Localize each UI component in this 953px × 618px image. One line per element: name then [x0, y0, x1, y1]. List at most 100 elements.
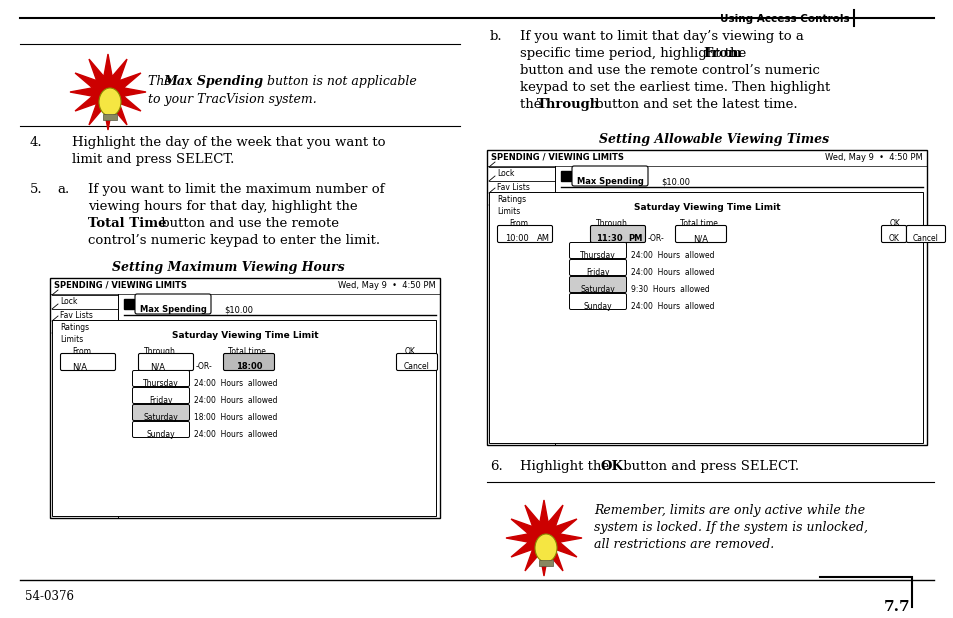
Text: Setting Maximum Viewing Hours: Setting Maximum Viewing Hours [112, 261, 344, 274]
Text: OK: OK [404, 347, 415, 356]
Text: Friday: Friday [586, 268, 609, 277]
Text: Cancel: Cancel [404, 362, 430, 371]
Text: Setting Allowable Viewing Times: Setting Allowable Viewing Times [598, 133, 828, 146]
FancyBboxPatch shape [396, 353, 437, 371]
Text: 24:00  Hours  allowed: 24:00 Hours allowed [193, 379, 277, 388]
FancyBboxPatch shape [590, 226, 645, 242]
Text: Lock: Lock [60, 297, 77, 306]
Text: Saturday: Saturday [580, 285, 615, 294]
Ellipse shape [535, 534, 557, 562]
Text: the: the [519, 98, 545, 111]
Text: Through: Through [596, 219, 627, 228]
Text: Sunday: Sunday [147, 430, 175, 439]
Text: Highlight the: Highlight the [519, 460, 613, 473]
Text: The: The [148, 75, 175, 88]
Text: button is not applicable: button is not applicable [263, 75, 416, 88]
Text: 5.: 5. [30, 183, 43, 196]
Text: OK: OK [600, 460, 623, 473]
Text: Remember, limits are only active while the: Remember, limits are only active while t… [594, 504, 864, 517]
Text: to your TracVision system.: to your TracVision system. [148, 93, 316, 106]
Text: Total Time: Total Time [88, 217, 167, 230]
FancyBboxPatch shape [223, 353, 274, 371]
Text: Thursday: Thursday [579, 251, 616, 260]
Text: 24:00  Hours  allowed: 24:00 Hours allowed [193, 430, 277, 439]
Text: N/A: N/A [151, 362, 165, 371]
FancyBboxPatch shape [881, 226, 905, 242]
Text: Fav Lists: Fav Lists [60, 311, 92, 320]
Text: Friday: Friday [149, 396, 172, 405]
Text: Ratings: Ratings [497, 195, 525, 204]
Bar [538, 560, 553, 566]
FancyBboxPatch shape [497, 226, 552, 242]
FancyBboxPatch shape [132, 421, 190, 438]
Text: From: From [702, 47, 741, 60]
Text: limit and press SELECT.: limit and press SELECT. [71, 153, 234, 166]
Text: $10.00: $10.00 [660, 177, 689, 186]
Text: If you want to limit that day’s viewing to a: If you want to limit that day’s viewing … [519, 30, 803, 43]
Bar [489, 192, 923, 443]
FancyBboxPatch shape [572, 166, 647, 186]
Text: 10:00: 10:00 [504, 234, 528, 243]
Text: button and use the remote: button and use the remote [157, 217, 338, 230]
Bar [124, 299, 133, 309]
Text: Using Access Controls: Using Access Controls [720, 14, 849, 24]
Text: From: From [509, 219, 528, 228]
Text: Wed, May 9  •  4:50 PM: Wed, May 9 • 4:50 PM [824, 153, 923, 162]
Text: Ratings: Ratings [60, 323, 89, 332]
Text: Highlight the day of the week that you want to: Highlight the day of the week that you w… [71, 136, 385, 149]
Text: button and press SELECT.: button and press SELECT. [618, 460, 799, 473]
FancyBboxPatch shape [569, 294, 626, 310]
FancyBboxPatch shape [132, 405, 190, 420]
Text: Limits: Limits [60, 335, 83, 344]
Text: Total time: Total time [228, 347, 266, 356]
FancyBboxPatch shape [905, 226, 944, 242]
Text: 9:30  Hours  allowed: 9:30 Hours allowed [630, 285, 709, 294]
Text: OK: OK [888, 219, 900, 228]
Text: N/A: N/A [72, 362, 88, 371]
Bar [560, 171, 571, 181]
Text: 18:00  Hours  allowed: 18:00 Hours allowed [193, 413, 277, 422]
FancyBboxPatch shape [132, 387, 190, 404]
Text: system is locked. If the system is unlocked,: system is locked. If the system is unloc… [594, 521, 867, 534]
Text: SPENDING / VIEWING LIMITS: SPENDING / VIEWING LIMITS [54, 281, 187, 290]
Text: a.: a. [57, 183, 70, 196]
FancyBboxPatch shape [132, 371, 190, 386]
Bar [50, 278, 439, 518]
Text: Total time: Total time [679, 219, 718, 228]
Text: Thursday: Thursday [143, 379, 178, 388]
Text: Saturday Viewing Time Limit: Saturday Viewing Time Limit [172, 331, 318, 340]
Text: Fav Lists: Fav Lists [497, 183, 529, 192]
Text: 54-0376: 54-0376 [25, 590, 74, 603]
Text: b.: b. [490, 30, 502, 43]
Polygon shape [505, 500, 581, 576]
Text: AM: AM [536, 234, 549, 243]
Text: viewing hours for that day, highlight the: viewing hours for that day, highlight th… [88, 200, 357, 213]
Text: Saturday Viewing Time Limit: Saturday Viewing Time Limit [633, 203, 780, 212]
Text: 24:00  Hours  allowed: 24:00 Hours allowed [630, 268, 714, 277]
Text: Wed, May 9  •  4:50 PM: Wed, May 9 • 4:50 PM [338, 281, 436, 290]
Text: Cancel: Cancel [912, 234, 938, 243]
Text: button and set the latest time.: button and set the latest time. [590, 98, 797, 111]
Text: 4.: 4. [30, 136, 43, 149]
Text: N/A: N/A [693, 234, 708, 243]
Polygon shape [70, 54, 146, 130]
Text: 7.7: 7.7 [882, 600, 909, 614]
Text: 6.: 6. [490, 460, 502, 473]
FancyBboxPatch shape [675, 226, 726, 242]
Text: Through: Through [144, 347, 175, 356]
Text: PM: PM [627, 234, 641, 243]
Bar [52, 320, 436, 516]
FancyBboxPatch shape [569, 276, 626, 292]
Text: -OR-: -OR- [647, 234, 664, 243]
Text: Lock: Lock [497, 169, 514, 178]
Text: $10.00: $10.00 [224, 305, 253, 314]
Text: button and use the remote control’s numeric: button and use the remote control’s nume… [519, 64, 819, 77]
FancyBboxPatch shape [60, 353, 115, 371]
Ellipse shape [99, 88, 121, 116]
Text: OK: OK [887, 234, 899, 243]
Text: Through: Through [537, 98, 599, 111]
Text: 24:00  Hours  allowed: 24:00 Hours allowed [630, 302, 714, 311]
Text: 18:00: 18:00 [235, 362, 262, 371]
FancyBboxPatch shape [569, 242, 626, 258]
Text: From: From [72, 347, 91, 356]
